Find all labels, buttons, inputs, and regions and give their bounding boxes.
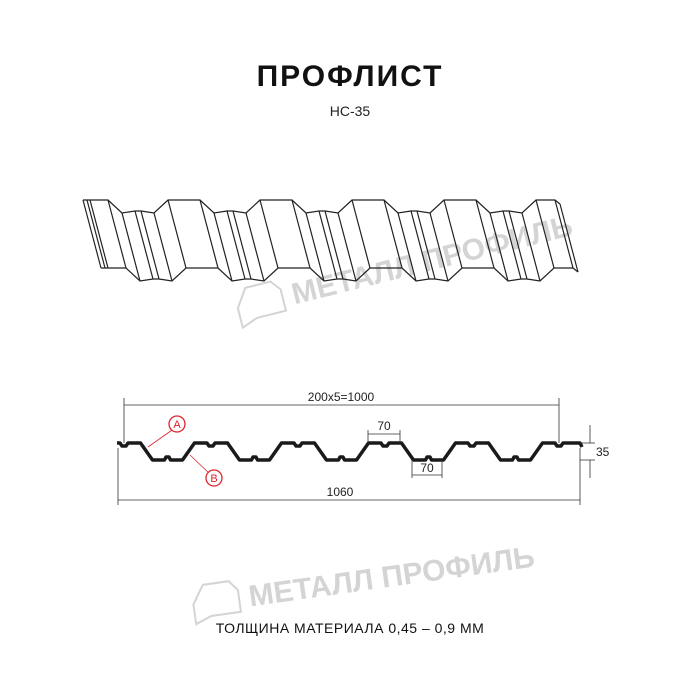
dim-height: 35 [596, 445, 610, 459]
profile-model: НС-35 [329, 103, 371, 119]
sheet-edge [410, 210, 430, 280]
sheet-edge [318, 210, 338, 280]
sheet-edge [232, 210, 252, 280]
dimension-lines [117, 398, 595, 505]
sheet-edge [397, 212, 417, 282]
sheet-edge [140, 210, 160, 280]
sheet-edge [134, 210, 154, 280]
sheet-edge [86, 199, 106, 269]
sheet-edge [245, 212, 265, 282]
marker-b [205, 469, 223, 487]
sheet-edge [121, 212, 141, 282]
sheet-edge [502, 210, 522, 280]
sheet-edge [213, 212, 233, 282]
marker-a-leader [147, 427, 176, 448]
sheet-edge [167, 199, 187, 269]
sheet-edge [305, 212, 325, 282]
sheet-edge [508, 210, 528, 280]
sheet-edge [416, 210, 436, 280]
sheet-edge [489, 212, 509, 282]
sheet-edge [554, 199, 574, 269]
sheet-edge [82, 199, 102, 269]
sheet-edge [351, 199, 371, 269]
sheet-edge [429, 212, 449, 282]
marker-a [168, 415, 186, 433]
marker-b-label: B [210, 473, 217, 485]
sheet-edge [291, 199, 311, 269]
watermark-logo-section: МЕТАЛЛ ПРОФИЛЬ [192, 541, 537, 626]
sheet-edge [383, 199, 403, 269]
material-thickness: ТОЛЩИНА МАТЕРИАЛА 0,45 – 0,9 ММ [215, 620, 485, 636]
sheet-edge [443, 199, 463, 269]
sheet-edge [475, 199, 495, 269]
sheet-edge [337, 212, 357, 282]
sheet-edge [107, 199, 127, 269]
sheet-edge [83, 199, 561, 214]
dim-pitch-total: 200x5=1000 [308, 390, 375, 404]
page-title: ПРОФЛИСТ [256, 60, 444, 93]
sheet-edge [559, 203, 579, 273]
isometric-sheet [82, 199, 579, 282]
sheet-edge [535, 199, 555, 269]
sheet-edge [153, 212, 173, 282]
dim-top-width: 70 [377, 419, 391, 433]
sheet-edge [259, 199, 279, 269]
profile-section [117, 441, 584, 462]
sheet-edge [89, 199, 109, 269]
sheet-edge [521, 212, 541, 282]
dim-total-width: 1060 [327, 485, 354, 499]
sheet-edge [199, 199, 219, 269]
watermark-text: МЕТАЛЛ ПРОФИЛЬ [247, 541, 537, 614]
marker-a-label: A [173, 419, 181, 431]
dim-bottom-width: 70 [420, 461, 434, 475]
sheet-edge [324, 210, 344, 280]
sheet-edge [226, 210, 246, 280]
